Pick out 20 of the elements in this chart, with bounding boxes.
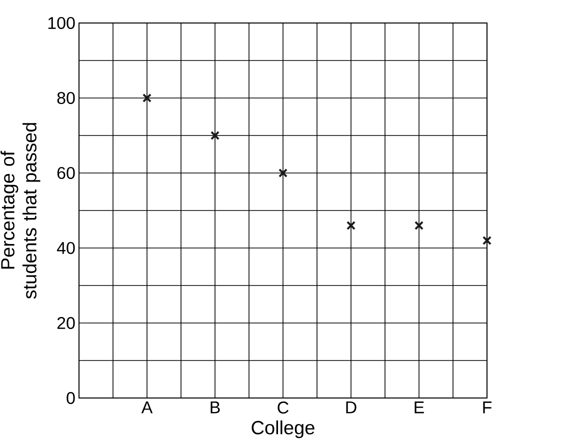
x-tick-label: C: [278, 402, 288, 414]
y-tick-label: 60: [57, 166, 75, 180]
x-tick-label: A: [141, 402, 153, 414]
y-tick-label: 80: [57, 92, 75, 104]
x-tick-label: F: [483, 402, 492, 414]
point: [142, 93, 152, 103]
y-tick-label: 20: [57, 316, 75, 330]
point: [482, 236, 492, 246]
point: [346, 220, 356, 230]
y-tick-label: 0: [66, 392, 75, 404]
x-tick-label: E: [414, 402, 424, 414]
x-axis-title: College: [252, 420, 314, 438]
x-tick-label: D: [346, 402, 356, 414]
point: [278, 168, 288, 178]
y-tick-label: 40: [56, 242, 75, 254]
y-tick-label: 100: [48, 16, 75, 30]
y-axis-title: Percentage of students that passed: [0, 123, 40, 299]
point: [210, 130, 220, 140]
x-tick-label: B: [210, 402, 220, 414]
point: [414, 220, 424, 230]
